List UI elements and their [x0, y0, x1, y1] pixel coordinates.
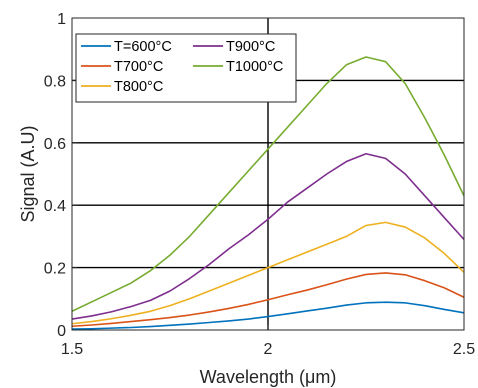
legend-label-1: T700°C	[114, 59, 163, 75]
y-tick-label-0: 0	[57, 323, 66, 340]
x-tick-label-1: 2	[264, 341, 273, 358]
y-tick-label-2: 0.4	[44, 198, 66, 215]
axis-ticks: 0 0.2 0.4 0.6 0.8 1 1.5 2 2.5	[44, 11, 475, 358]
series-line-2	[71, 221, 465, 325]
legend-label-4: T1000°C	[226, 59, 283, 75]
x-axis-title: Wavelength (μm)	[200, 367, 337, 387]
legend-label-0: T=600°C	[114, 39, 172, 55]
series-line-4	[71, 56, 465, 313]
x-tick-label-2: 2.5	[453, 341, 475, 358]
legend-box	[75, 33, 297, 103]
legend: T=600°C T700°C T800°C T900°C T1000°C	[75, 33, 297, 103]
legend-label-2: T800°C	[114, 79, 163, 95]
series-line-0	[71, 301, 465, 330]
y-tick-label-5: 1	[57, 11, 66, 28]
series-line-1	[71, 272, 465, 328]
legend-label-3: T900°C	[226, 39, 275, 55]
series-lines	[71, 56, 465, 330]
y-axis-title: Signal (A.U)	[18, 125, 38, 222]
y-tick-label-3: 0.6	[44, 136, 66, 153]
y-tick-label-4: 0.8	[44, 73, 66, 90]
x-tick-label-0: 1.5	[61, 341, 83, 358]
y-tick-label-1: 0.2	[44, 261, 66, 278]
series-line-3	[71, 152, 465, 320]
